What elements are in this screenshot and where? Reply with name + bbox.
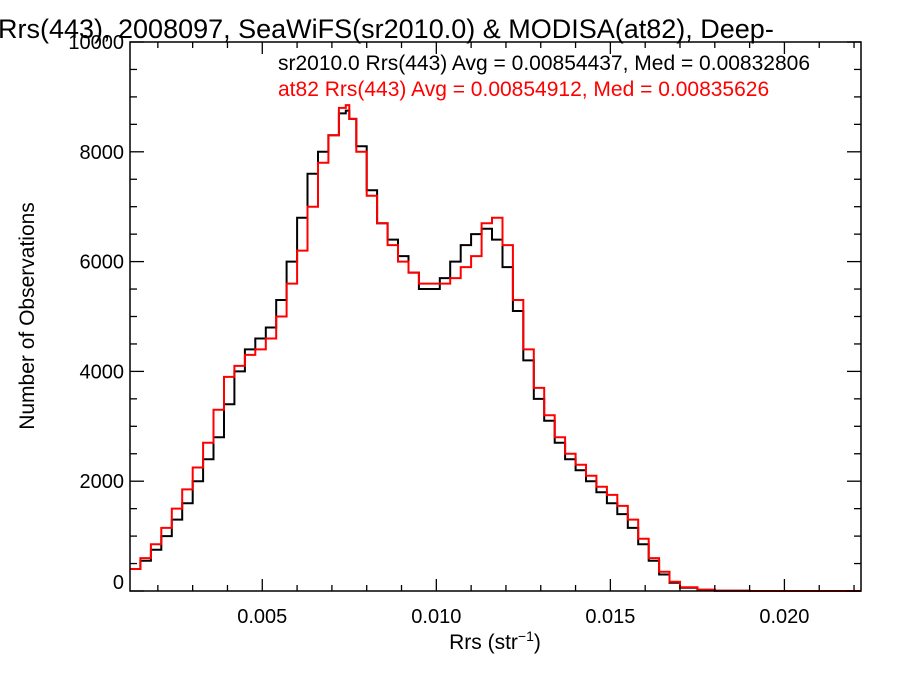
legend-entry-red: at82 Rrs(443) Avg = 0.00854912, Med = 0.… bbox=[278, 78, 769, 101]
legend-entry-black: sr2010.0 Rrs(443) Avg = 0.00854437, Med … bbox=[278, 52, 810, 75]
data-layer bbox=[130, 104, 861, 592]
x-tick-label: 0.015 bbox=[585, 606, 635, 628]
series-at82-histogram bbox=[130, 104, 861, 592]
x-axis-title-main: Rrs (str bbox=[449, 631, 518, 654]
axis-ticks: 0.005 0.010 0.015 0.020 0 2000 4000 6000 8000 100… bbox=[68, 32, 861, 628]
y-tick-label: 10000 bbox=[68, 32, 124, 54]
y-tick-label: 6000 bbox=[80, 252, 125, 274]
y-tick-label: 8000 bbox=[80, 142, 125, 164]
plot-frame bbox=[129, 41, 862, 592]
y-tick-label: 4000 bbox=[80, 361, 125, 383]
series-sr2010-histogram bbox=[130, 109, 861, 592]
y-tick-label: 2000 bbox=[80, 471, 125, 493]
chart-title: Rrs(443), 2008097, SeaWiFS(sr2010.0) & M… bbox=[0, 14, 774, 44]
x-tick-label: 0.010 bbox=[411, 606, 461, 628]
y-tick-label: 0 bbox=[113, 572, 124, 594]
x-axis-title-close: ) bbox=[534, 631, 541, 654]
y-axis-title: Number of Observations bbox=[16, 202, 39, 430]
x-tick-label: 0.020 bbox=[759, 606, 809, 628]
x-tick-label: 0.005 bbox=[237, 606, 287, 628]
x-axis-title: Rrs (str−1) bbox=[449, 628, 541, 654]
x-axis-title-sup: −1 bbox=[518, 628, 534, 644]
